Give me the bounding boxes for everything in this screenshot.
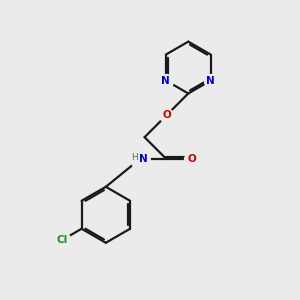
Text: Cl: Cl [57, 235, 68, 245]
Text: N: N [161, 76, 170, 85]
Text: O: O [162, 110, 171, 120]
Text: O: O [187, 154, 196, 164]
Text: N: N [139, 154, 148, 164]
Text: H: H [131, 153, 137, 162]
Text: N: N [206, 76, 215, 85]
